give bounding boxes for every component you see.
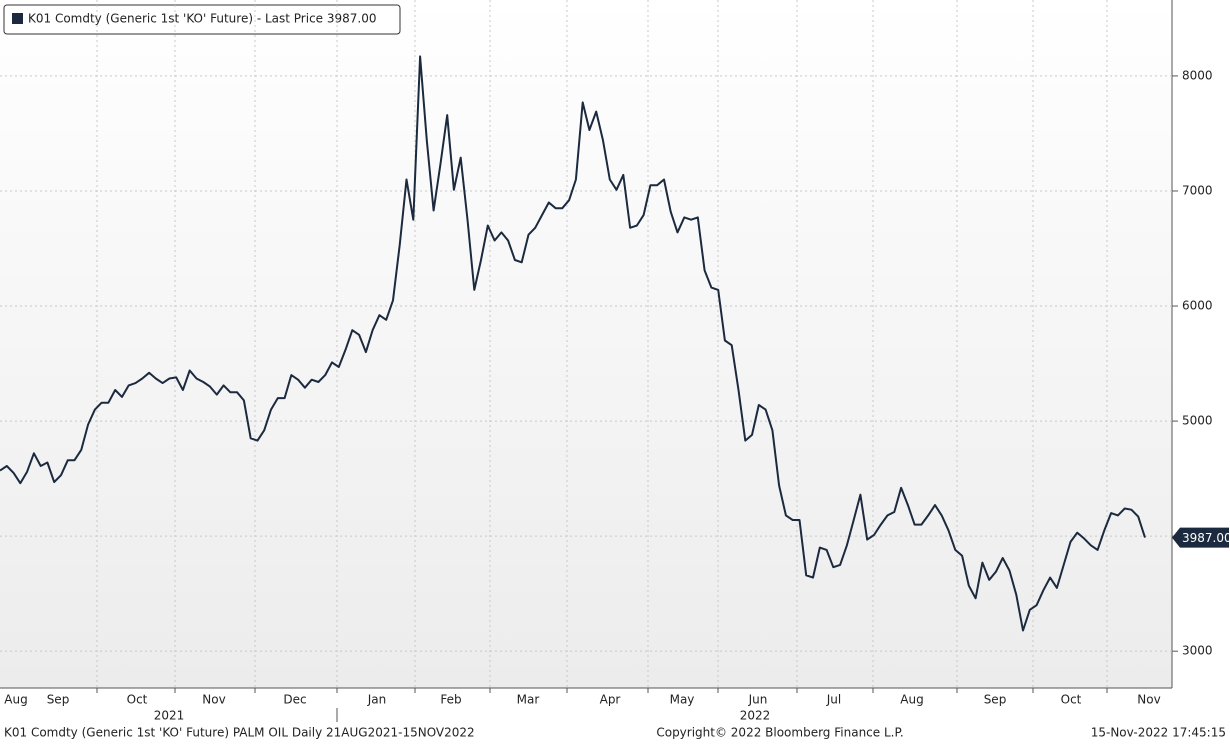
footer-left: K01 Comdty (Generic 1st 'KO' Future) PAL… (4, 726, 475, 740)
y-tick-label: 8000 (1182, 68, 1213, 82)
x-tick-label: Apr (600, 693, 621, 707)
x-tick-label: Sep (984, 693, 1007, 707)
x-tick-label: Oct (127, 693, 148, 707)
x-tick-label: Feb (440, 693, 461, 707)
x-tick-label: Nov (1137, 693, 1160, 707)
y-tick-label: 3000 (1182, 644, 1213, 658)
x-tick-label: Jan (367, 693, 387, 707)
x-tick-label: May (670, 693, 695, 707)
x-tick-label: Jul (826, 693, 841, 707)
year-label: 2021 (154, 709, 185, 723)
x-tick-label: Aug (900, 693, 923, 707)
last-price-label: 3987.00 (1182, 531, 1230, 545)
plot-background (0, 0, 1172, 688)
x-tick-label: Dec (283, 693, 306, 707)
last-price-tag (1172, 527, 1229, 548)
x-tick-label: Aug (4, 693, 27, 707)
footer-right: 15-Nov-2022 17:45:15 (1091, 726, 1226, 740)
footer-center: Copyright© 2022 Bloomberg Finance L.P. (656, 726, 903, 740)
x-tick-label: Sep (47, 693, 70, 707)
x-tick-label: Oct (1061, 693, 1082, 707)
price-line (0, 55, 1146, 632)
x-tick-label: Jun (748, 693, 768, 707)
y-tick-label: 6000 (1182, 299, 1213, 313)
legend-swatch (12, 13, 23, 24)
x-tick-label: Nov (202, 693, 225, 707)
legend-box (3, 4, 401, 35)
x-tick-label: Mar (517, 693, 540, 707)
y-tick-label: 7000 (1182, 183, 1213, 197)
legend-text: K01 Comdty (Generic 1st 'KO' Future) - L… (28, 12, 377, 26)
year-label: 2022 (740, 709, 771, 723)
y-tick-label: 5000 (1182, 414, 1213, 428)
